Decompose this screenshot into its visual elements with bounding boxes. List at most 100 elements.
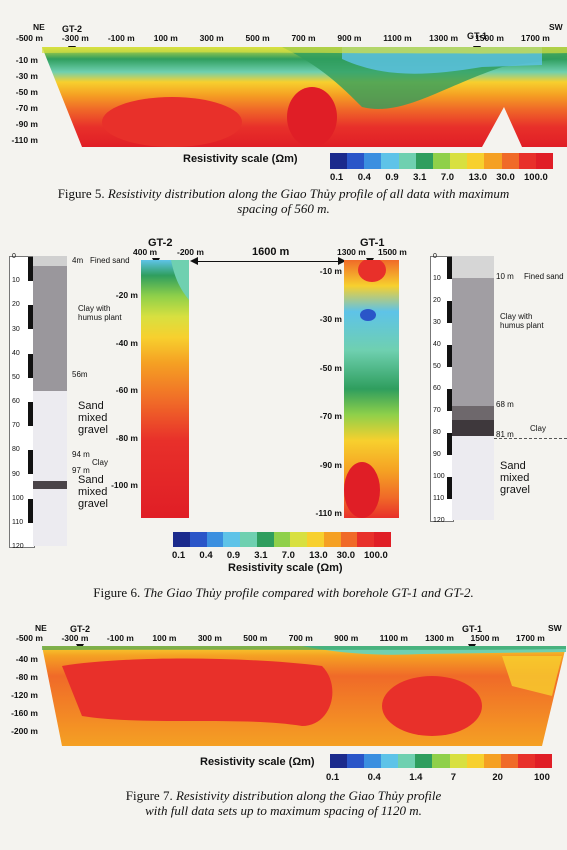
- fig6-gt1-y-tick: -10 m: [319, 266, 342, 276]
- fig5-x-tick: 900 m: [337, 33, 362, 43]
- borehole-depth-tick: 90: [12, 470, 20, 478]
- scale-swatch: [467, 153, 485, 169]
- fig6-gt2-y-tick: -100 m: [111, 480, 138, 490]
- scale-swatch: [256, 532, 274, 547]
- fig7-x-tick: 1100 m: [379, 633, 408, 643]
- fig5-scale-title: Resistivity scale (Ωm): [183, 153, 298, 165]
- scale-swatch: [330, 754, 348, 768]
- fig5-caption: Figure 5. Resistivity distribution along…: [0, 186, 567, 216]
- scale-swatch: [347, 754, 365, 768]
- borehole-depth-tick: 40: [433, 341, 441, 348]
- scale-swatch: [173, 532, 190, 547]
- fig6-distance-arrow-left: [190, 257, 198, 265]
- fig5-y-tick: -30 m: [15, 71, 38, 81]
- fig6-gt1-y-tick: -50 m: [319, 362, 342, 373]
- borehole-depth-tick: 10: [433, 275, 441, 282]
- scale-swatch: [340, 532, 358, 547]
- fig6-scale-label: 7.0: [281, 550, 295, 561]
- fig5-x-tick: 1100 m: [383, 33, 412, 43]
- left-layer-label: Clay: [92, 458, 109, 467]
- borehole-scale-block: [447, 301, 453, 323]
- fig5-x-tick: 300 m: [199, 33, 224, 43]
- scale-swatch: [432, 153, 451, 169]
- fig5-scale-label: 0.1: [330, 172, 344, 183]
- scale-swatch: [432, 754, 450, 768]
- fig7-gt2-label: GT-2: [70, 624, 91, 634]
- fig6-distance-arrow: [192, 261, 342, 262]
- scale-swatch: [364, 754, 382, 768]
- right-layer-depth: 68 m: [496, 400, 514, 409]
- fig7-scale-label: 7: [450, 772, 457, 783]
- fig5-x-tick: 1300 m: [429, 33, 459, 43]
- borehole-depth-tick: 120: [12, 543, 24, 550]
- fig5-scale-label: 0.9: [385, 172, 399, 183]
- fig5-direction-ne: NE: [33, 22, 45, 32]
- fig7-x-tick: 1300 m: [425, 633, 454, 643]
- fig7-resistivity-section: [42, 646, 566, 746]
- left-layer-label: Clay with humus plant: [78, 304, 122, 322]
- fig5-scale-label: 30.0: [496, 172, 515, 183]
- fig7-scale-title: Resistivity scale (Ωm): [200, 756, 315, 768]
- fig7-gt1-label: GT-1: [462, 624, 483, 634]
- fig6-gt1-y-tick: -90 m: [319, 459, 342, 470]
- fig7-caption-line2: with full data sets up to maximum spacin…: [145, 803, 422, 818]
- right-layer-depth: 81 m: [496, 430, 514, 439]
- fig6-caption: Figure 6. The Giao Thủy profile compared…: [0, 585, 567, 600]
- borehole-depth-tick: 110: [433, 495, 445, 502]
- borehole-depth-tick: 30: [433, 319, 441, 326]
- fig6-scale-label: 0.9: [226, 550, 241, 561]
- fig6-distance-arrow-right: [338, 257, 346, 265]
- borehole-scale-block: [447, 257, 453, 279]
- fig6-right-borehole-column: [452, 256, 494, 520]
- fig5-color-scale: [330, 153, 554, 169]
- borehole-depth-tick: 40: [12, 349, 20, 357]
- fig5-caption-label: Figure 5.: [57, 186, 105, 201]
- scale-swatch: [398, 153, 416, 169]
- fig7-x-tick: 100 m: [152, 633, 177, 643]
- scale-swatch: [500, 754, 518, 768]
- fig6-caption-label: Figure 6.: [93, 585, 141, 600]
- fig7-scale-label: 1.4: [409, 772, 423, 783]
- fig6-gt1-y-tick: -30 m: [319, 314, 342, 325]
- fig7-caption: Figure 7. Resistivity distribution along…: [0, 788, 567, 818]
- right-layer-label: Sand mixed gravel: [500, 460, 530, 496]
- fig6-gt1-y-tick: -110 m: [315, 508, 342, 518]
- scale-swatch: [415, 754, 433, 768]
- left-layer-label: Sand mixed gravel: [78, 400, 108, 436]
- fig6-gt2-x-right: -200 m: [177, 247, 204, 257]
- scale-swatch: [518, 153, 536, 169]
- borehole-depth-tick: 70: [12, 422, 20, 430]
- scale-swatch: [534, 754, 553, 768]
- borehole-scale-block: [447, 345, 453, 367]
- fig6-gt1-section: [344, 260, 399, 518]
- fig7-scale-label: 0.4: [367, 772, 381, 783]
- borehole-depth-tick: 50: [433, 363, 441, 370]
- fig7-y-tick: -200 m: [11, 726, 38, 736]
- fig7-y-tick: -80 m: [15, 672, 38, 682]
- scale-swatch: [323, 532, 341, 547]
- borehole-depth-tick: 20: [12, 301, 20, 309]
- fig7-x-tick: -100 m: [106, 633, 134, 643]
- fig5-gt2-label: GT-2: [62, 24, 83, 34]
- left-layer-depth: 94 m: [72, 450, 90, 459]
- left-layer-depth: 97 m: [72, 466, 90, 475]
- fig7-scale-label: 0.1: [326, 772, 340, 783]
- fig5-scale-label: 100.0: [524, 172, 548, 183]
- borehole-depth-tick: 10: [12, 277, 20, 285]
- borehole-depth-tick: 70: [433, 407, 441, 414]
- fig5-x-tick: -100 m: [107, 33, 135, 43]
- borehole-depth-tick: 0: [12, 253, 16, 260]
- scale-swatch: [466, 754, 484, 768]
- fig7-y-tick: -160 m: [11, 708, 38, 718]
- fig5-y-tick: -50 m: [15, 87, 38, 97]
- fig7-x-tick: 500 m: [243, 633, 268, 643]
- left-layer-label: Sand mixed gravel: [78, 474, 108, 510]
- fig6-gt2-x-left: 400 m: [133, 247, 158, 257]
- scale-swatch: [357, 532, 375, 547]
- borehole-depth-tick: 120: [433, 517, 445, 524]
- scale-swatch: [273, 532, 291, 547]
- fig7-x-tick: -500 m: [16, 633, 43, 643]
- fig5-x-tick: 1700 m: [521, 33, 550, 43]
- fig5-y-tick: -110 m: [11, 135, 38, 145]
- borehole-scale-block: [447, 389, 453, 411]
